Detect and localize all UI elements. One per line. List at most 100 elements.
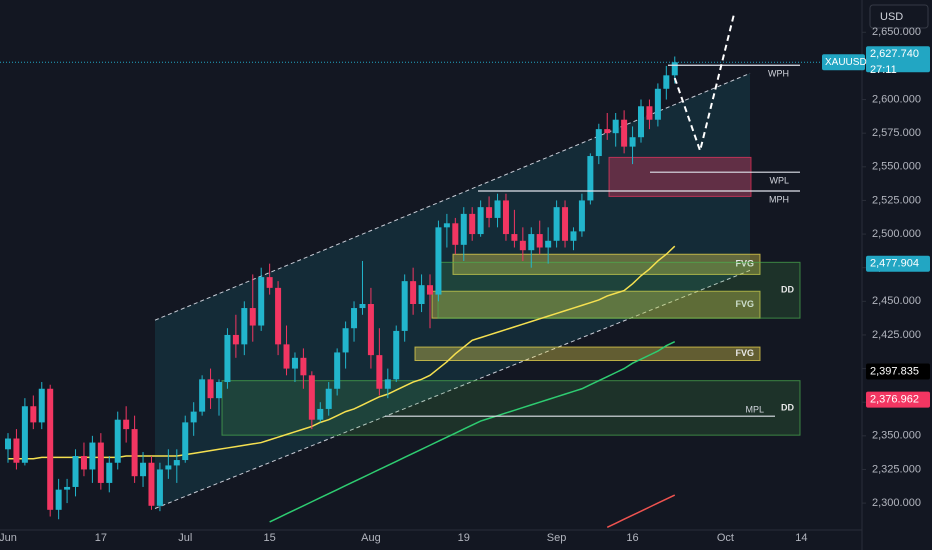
plot: FVG FVG FVG DD DD WPH WPL MPH MPL [0, 14, 862, 528]
candle-body [553, 207, 560, 241]
candle-body [578, 200, 585, 232]
candle-body [359, 304, 366, 309]
candle-body [72, 456, 79, 487]
candle-body [114, 419, 121, 463]
candle-body [55, 489, 62, 510]
y-tick-label: 2,425.000 [872, 329, 921, 341]
candle-body [393, 330, 400, 380]
candle-body [165, 465, 172, 470]
candle-body [207, 379, 214, 399]
price-tag [866, 46, 930, 73]
candle-body [595, 129, 602, 157]
candle-body [47, 388, 54, 510]
candle-body [249, 308, 256, 326]
y-tick-label: 2,450.000 [872, 295, 921, 307]
candle-body [629, 137, 636, 147]
candle-body [519, 240, 526, 251]
candle-body [621, 119, 628, 147]
price-tag [866, 255, 930, 272]
candle-body [494, 200, 501, 218]
level-label: WPH [768, 69, 789, 79]
y-tick-label: 2,350.000 [872, 430, 921, 442]
candle-body [384, 379, 391, 389]
candle-body [13, 438, 20, 463]
candle-body [106, 462, 113, 483]
zone [452, 253, 761, 275]
x-tick-label: 15 [264, 532, 276, 544]
candle-body [663, 75, 670, 89]
candle-body [367, 304, 374, 356]
channel-line [154, 72, 751, 321]
candle-body [325, 388, 332, 409]
x-tick-label: Oct [717, 532, 734, 544]
moving-average [269, 340, 676, 523]
candle-body [486, 207, 493, 218]
zone [431, 290, 761, 319]
channel-line [154, 269, 751, 509]
candle-body [317, 408, 324, 420]
x-tick-label: 19 [458, 532, 470, 544]
candle-body [241, 308, 248, 345]
price-tag-label: 2,376.962 [870, 393, 919, 405]
candle-body [418, 285, 425, 305]
candle-body [156, 469, 163, 506]
price-tag-label: 2,627.740 [870, 48, 919, 60]
candle-body [654, 88, 661, 120]
candle-body [30, 406, 37, 423]
candle-body [224, 334, 231, 383]
candle-body [401, 281, 408, 331]
candle-body [232, 334, 239, 345]
zone-label: DD [781, 402, 794, 412]
level-label: MPL [745, 405, 764, 415]
price-tag [866, 363, 930, 380]
y-tick-label: 2,300.000 [872, 497, 921, 509]
candle-body [291, 357, 298, 369]
candle-body [283, 344, 290, 369]
candle-body [308, 375, 315, 420]
candle-body [123, 419, 130, 430]
price-tag [866, 391, 930, 408]
candle-body [646, 106, 653, 120]
candle-body [182, 422, 189, 461]
candle-body [216, 382, 222, 399]
x-tick-label: Jul [178, 532, 192, 544]
candle-body [131, 429, 138, 477]
currency: USD [880, 11, 903, 23]
y-tick-label: 2,500.000 [872, 228, 921, 240]
candle-body [435, 227, 442, 295]
candle-body [140, 462, 147, 477]
moving-average [606, 494, 676, 528]
candle-body [545, 240, 552, 248]
y-tick-label: 2,650.000 [872, 26, 921, 38]
zone-label: DD [781, 285, 794, 295]
zone-label: FVG [735, 348, 754, 358]
candle-body [148, 462, 155, 506]
candle-body [638, 106, 644, 138]
x-tick-label: 16 [626, 532, 638, 544]
candle-body [342, 328, 349, 353]
candle-body [410, 281, 417, 305]
x-tick-label: Aug [361, 532, 381, 544]
level-label: MPH [769, 194, 789, 204]
price-tag-label: 2,477.904 [870, 258, 919, 270]
y-tick-label: 2,550.000 [872, 161, 921, 173]
price-tag-label: 2,397.835 [870, 365, 919, 377]
y-tick-label: 2,600.000 [872, 93, 921, 105]
y-tick-label: 2,575.000 [872, 127, 921, 139]
candle-body [460, 213, 467, 245]
candle-body [258, 277, 265, 326]
y-tick-label: 2,525.000 [872, 194, 921, 206]
zone [437, 261, 801, 319]
currency-button[interactable] [869, 4, 929, 29]
candle-body [351, 308, 358, 329]
candle-body [173, 460, 180, 466]
candle-body [80, 456, 87, 470]
x-tick-label: 17 [95, 532, 107, 544]
y-tick-label: 2,325.000 [872, 463, 921, 475]
candle-body [452, 223, 459, 245]
candle-body [376, 355, 383, 389]
candle-body [671, 62, 678, 76]
zone-label: FVG [735, 299, 754, 309]
